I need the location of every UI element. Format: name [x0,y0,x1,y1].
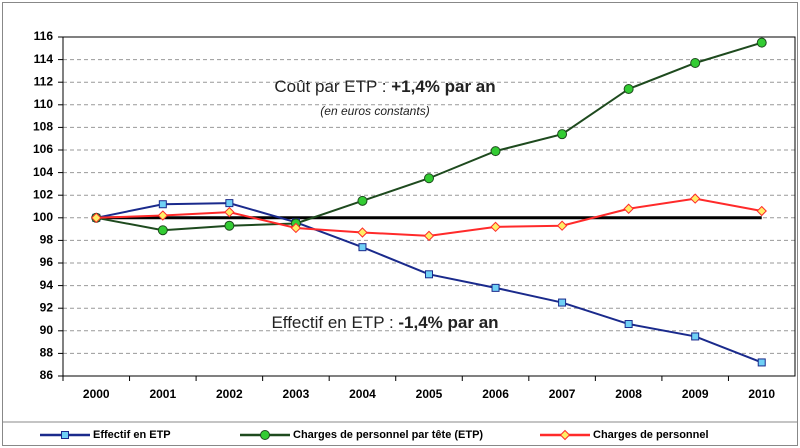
y-tick-label: 92 [40,300,54,314]
marker [623,203,634,214]
y-tick-label: 90 [40,323,54,337]
marker [290,222,302,234]
y-tick-label: 110 [34,97,54,111]
x-tick-label: 2005 [416,387,443,401]
y-tick-label: 88 [40,346,54,360]
x-tick-label: 2008 [615,387,642,401]
marker [689,193,701,204]
x-tick-label: 2001 [149,387,176,401]
marker [157,225,168,236]
legend-label: Effectif en ETP [93,429,171,441]
marker [557,129,568,140]
marker [756,37,767,48]
y-tick-label: 106 [33,142,53,156]
marker [425,270,433,279]
marker [61,431,69,439]
marker [224,206,235,218]
x-tick-label: 2002 [216,387,243,401]
marker [225,199,234,208]
marker [158,200,167,209]
marker [91,212,102,224]
x-tick-label: 2009 [682,387,709,401]
marker [491,283,500,292]
legend-label: Charges de personnel par tête (ETP) [293,429,483,441]
marker [357,227,368,238]
marker [424,173,434,184]
annotation: Effectif en ETP : -1,4% par an [271,313,498,332]
x-tick-label: 2007 [549,387,576,401]
annotation-note: (en euros constants) [320,104,429,118]
marker [559,429,571,441]
marker [691,332,700,341]
annotation-text: Effectif en ETP : [271,313,398,332]
annotation-bold: -1,4% par an [398,313,498,332]
x-tick-label: 2006 [482,387,509,401]
marker [490,221,501,233]
marker [224,220,235,231]
marker [490,146,501,157]
y-tick-label: 108 [33,120,53,134]
x-tick-label: 2000 [83,387,110,401]
marker [756,205,767,217]
marker [558,298,567,307]
marker [260,430,270,440]
x-tick-label: 2010 [748,387,775,401]
x-tick-label: 2004 [349,387,376,401]
marker [423,230,435,242]
marker [357,195,368,206]
x-tick-label: 2003 [283,387,310,401]
y-tick-label: 86 [40,368,54,382]
marker [556,220,568,231]
marker [623,83,634,94]
legend-label: Charges de personnel [593,429,709,441]
marker [358,243,367,252]
marker [757,358,766,367]
y-tick-label: 112 [34,74,54,88]
y-tick-label: 96 [40,255,54,269]
legend-item: Charges de personnel [540,429,709,441]
annotation: Coût par ETP : +1,4% par an [274,77,495,96]
legend-item: Effectif en ETP [40,429,171,441]
legend-item: Charges de personnel par tête (ETP) [240,429,483,441]
annotation-text: Coût par ETP : [274,77,391,96]
plot-area [62,36,796,377]
y-tick-label: 102 [33,187,53,201]
annotation-bold: +1,4% par an [391,77,495,96]
marker [690,57,701,68]
y-tick-label: 98 [40,233,54,247]
y-tick-label: 104 [33,165,53,179]
marker [157,210,169,221]
y-tick-label: 100 [33,210,53,224]
y-tick-label: 114 [34,52,54,66]
marker [624,320,633,329]
y-tick-label: 94 [40,278,54,292]
y-tick-label: 116 [34,29,54,43]
